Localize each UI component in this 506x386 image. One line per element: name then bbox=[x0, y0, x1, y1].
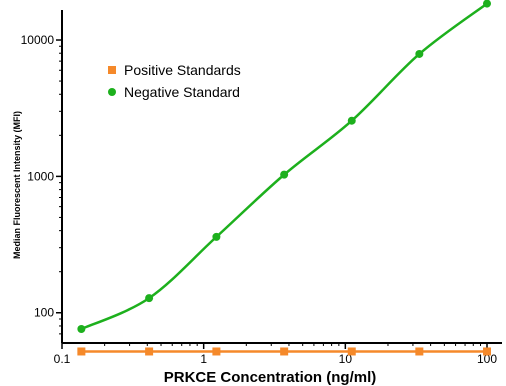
legend-marker-positive-standards bbox=[108, 66, 116, 74]
markers bbox=[77, 0, 491, 356]
x-tick-label: 100 bbox=[477, 352, 497, 366]
x-tick-label: 10 bbox=[339, 352, 353, 366]
x-tick-label: 0.1 bbox=[54, 352, 71, 366]
point-positive-standards bbox=[280, 347, 289, 356]
axes: 0.1 1 10 100 100 1000 10000 bbox=[21, 10, 502, 366]
point-positive-standards bbox=[77, 347, 86, 356]
point-negative-standard bbox=[145, 294, 154, 303]
point-negative-standard bbox=[212, 232, 221, 241]
legend: Positive Standards Negative Standard bbox=[108, 62, 241, 100]
legend-label-positive-standards: Positive Standards bbox=[124, 62, 241, 78]
y-tick-label: 100 bbox=[34, 306, 54, 320]
series-line-negative-standard bbox=[80, 2, 488, 331]
point-negative-standard bbox=[347, 116, 356, 125]
legend-marker-negative-standard bbox=[108, 88, 116, 96]
point-negative-standard bbox=[483, 0, 491, 8]
point-positive-standards bbox=[347, 347, 356, 356]
point-positive-standards bbox=[145, 347, 154, 356]
y-axis-title: Median Fluorescent Intensity (MFI) bbox=[12, 111, 22, 259]
y-tick-label: 1000 bbox=[27, 169, 54, 183]
y-tick-label: 10000 bbox=[21, 33, 55, 47]
point-positive-standards bbox=[483, 347, 491, 356]
point-negative-standard bbox=[280, 170, 289, 179]
point-negative-standard bbox=[415, 49, 424, 58]
point-negative-standard bbox=[77, 325, 86, 334]
point-positive-standards bbox=[212, 347, 221, 356]
legend-label-negative-standard: Negative Standard bbox=[124, 84, 240, 100]
x-axis-title: PRKCE Concentration (ng/ml) bbox=[164, 369, 377, 386]
point-positive-standards bbox=[415, 347, 424, 356]
x-tick-label: 1 bbox=[200, 352, 207, 366]
